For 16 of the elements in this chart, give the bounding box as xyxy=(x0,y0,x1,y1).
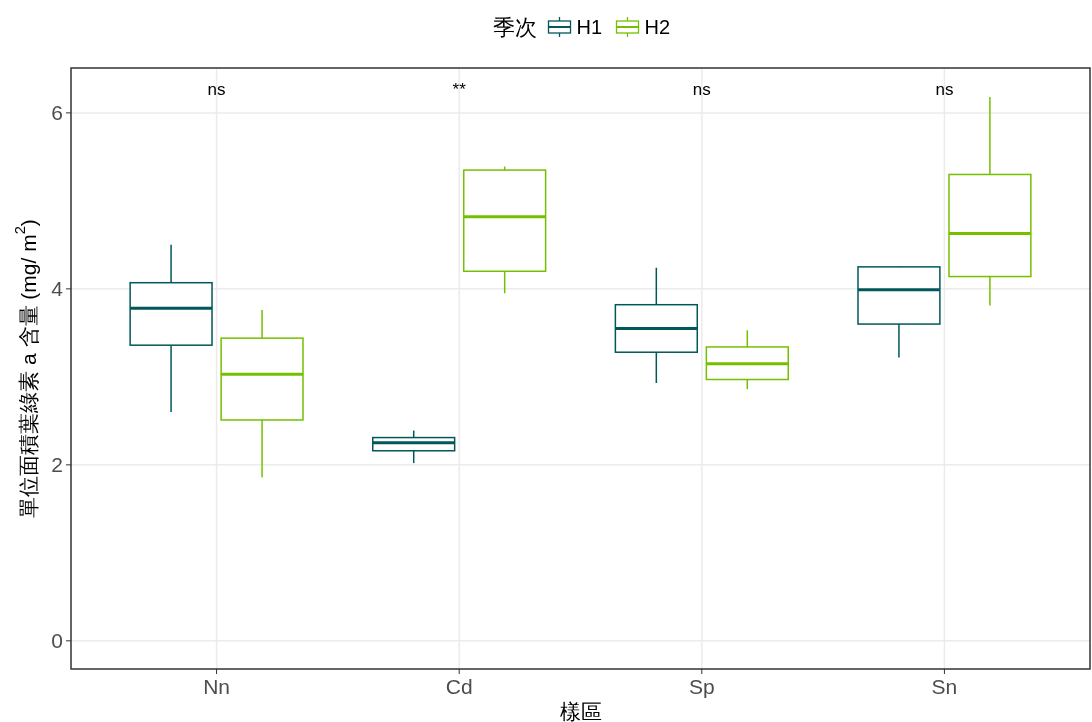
annotation: ns xyxy=(935,79,954,99)
x-tick-label: Cd xyxy=(445,674,473,698)
annotation: ** xyxy=(452,79,467,99)
y-tick-label: 6 xyxy=(51,101,63,125)
legend-label: H2 xyxy=(644,16,671,38)
x-axis-title: 樣區 xyxy=(559,699,602,722)
legend-title: 季次 xyxy=(492,14,537,40)
annotation: ns xyxy=(207,79,226,99)
y-tick-label: 0 xyxy=(51,629,63,653)
y-tick-label: 2 xyxy=(51,453,63,477)
x-tick-label: Sn xyxy=(931,674,958,698)
x-tick-label: Nn xyxy=(203,674,230,698)
x-tick-label: Sp xyxy=(688,674,715,698)
y-tick-label: 4 xyxy=(51,277,64,301)
annotation: ns xyxy=(692,79,711,99)
legend-label: H1 xyxy=(576,16,603,38)
